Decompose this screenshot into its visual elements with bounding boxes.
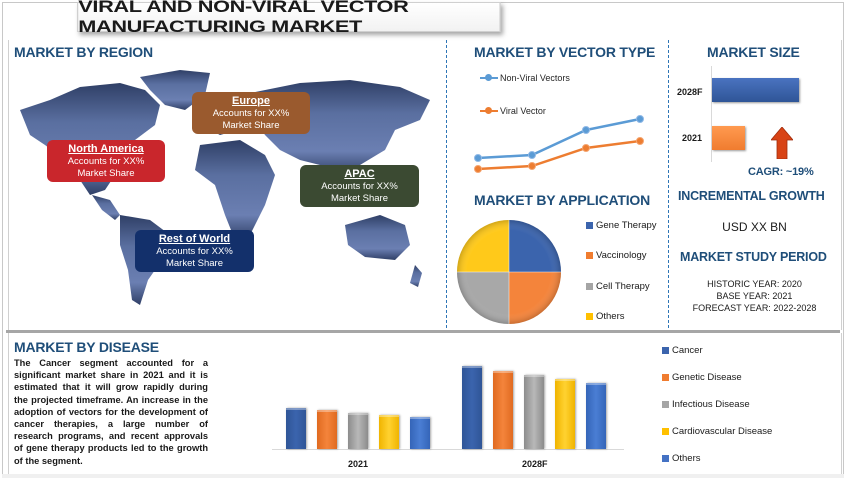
legend-swatch-icon <box>662 427 669 435</box>
region-share-line1: Accounts for XX% <box>67 156 145 167</box>
legend-label: Non-Viral Vectors <box>500 73 570 83</box>
application-legend: Gene Therapy Vaccinology Cell Therapy Ot… <box>586 220 657 342</box>
vector-type-line-chart <box>474 115 644 173</box>
right-border-bottom <box>841 333 842 475</box>
legend-item-cell-therapy: Cell Therapy <box>586 280 657 292</box>
region-share-line2: Market Share <box>77 168 135 179</box>
legend-item-others: Others <box>586 311 657 322</box>
category-label-2028f: 2028F <box>522 459 548 469</box>
region-box-north-america: North America Accounts for XX% Market Sh… <box>47 140 165 182</box>
category-label-2021: 2021 <box>348 459 369 469</box>
right-border <box>841 40 842 330</box>
disease-chart-axis <box>272 449 624 450</box>
historic-year: HISTORIC YEAR: 2020 <box>707 279 802 289</box>
region-share-line1: Accounts for XX% <box>156 246 233 257</box>
legend-item-others: Others <box>662 452 772 464</box>
left-border-bottom <box>8 333 9 475</box>
legend-item-genetic-disease: Genetic Disease <box>662 371 772 383</box>
region-box-europe: Europe Accounts for XX% Market Share <box>192 92 310 134</box>
region-heading: MARKET BY REGION <box>14 44 153 60</box>
region-share-line2: Market Share <box>165 258 224 269</box>
growth-arrow-icon <box>771 127 793 159</box>
market-size-label-2028f: 2028F <box>677 87 703 97</box>
legend-swatch-icon <box>662 454 669 462</box>
legend-swatch-icon <box>662 346 669 354</box>
vector-type-heading: MARKET BY VECTOR TYPE <box>474 44 656 60</box>
market-size-label-2021: 2021 <box>682 133 703 143</box>
bar-2021-cardiovascular <box>379 415 399 449</box>
legend-label: Genetic Disease <box>672 371 742 383</box>
legend-label: Infectious Disease <box>672 398 750 410</box>
bar-2021-infectious <box>348 413 368 449</box>
bar-2028f-infectious <box>524 375 544 449</box>
disease-legend: Cancer Genetic Disease Infectious Diseas… <box>662 344 772 479</box>
region-share-line2: Market Share <box>330 193 389 204</box>
region-box-apac: APAC Accounts for XX% Market Share <box>300 165 419 207</box>
legend-swatch-icon <box>586 282 593 290</box>
study-period-heading: MARKET STUDY PERIOD <box>680 250 827 264</box>
legend-non-viral: Non-Viral Vectors <box>480 73 570 83</box>
base-year: BASE YEAR: 2021 <box>716 291 793 301</box>
legend-item-cardiovascular-disease: Cardiovascular Disease <box>662 425 772 437</box>
bar-2028f-cardiovascular <box>555 379 575 449</box>
legend-line-orange-icon <box>480 107 498 114</box>
bar-2021-cancer <box>286 408 306 449</box>
region-name: Rest of World <box>158 233 231 245</box>
legend-label: Others <box>596 311 625 322</box>
legend-label: Cancer <box>672 344 703 356</box>
legend-swatch-icon <box>662 373 669 381</box>
legend-label: Cell Therapy <box>596 280 650 292</box>
divider-dashed-left <box>446 40 447 328</box>
region-box-rest-of-world: Rest of World Accounts for XX% Market Sh… <box>135 230 254 272</box>
region-share-line2: Market Share <box>222 120 280 131</box>
cagr-value: CAGR: ~19% <box>748 166 814 178</box>
market-size-bar-2021 <box>712 126 745 150</box>
legend-swatch-icon <box>662 400 669 408</box>
forecast-year: FORECAST YEAR: 2022-2028 <box>692 303 817 313</box>
application-pie-chart <box>457 220 561 324</box>
bar-2028f-others <box>586 383 606 449</box>
legend-swatch-icon <box>586 252 593 259</box>
bar-2028f-genetic <box>493 371 513 449</box>
legend-label: Others <box>672 452 701 464</box>
bar-2021-others <box>410 417 430 449</box>
region-name: Europe <box>232 95 270 107</box>
incremental-growth-value: USD XX BN <box>722 220 787 234</box>
disease-heading: MARKET BY DISEASE <box>14 339 159 355</box>
legend-label: Cardiovascular Disease <box>672 425 773 437</box>
incremental-growth-heading: INCREMENTAL GROWTH <box>678 189 825 203</box>
application-heading: MARKET BY APPLICATION <box>474 192 650 208</box>
region-share-line1: Accounts for XX% <box>321 181 398 192</box>
bar-2021-genetic <box>317 410 337 449</box>
section-divider <box>6 330 840 333</box>
page-title: VIRAL AND NON-VIRAL VECTOR MANUFACTURING… <box>77 0 501 36</box>
study-period-details: HISTORIC YEAR: 2020 BASE YEAR: 2021 FORE… <box>668 278 841 314</box>
region-name: APAC <box>344 168 375 180</box>
legend-viral: Viral Vector <box>480 106 546 116</box>
legend-item-infectious-disease: Infectious Disease <box>662 398 772 410</box>
legend-line-blue-icon <box>480 74 498 81</box>
divider-dashed-right <box>668 40 669 328</box>
disease-description: The Cancer segment accounted for a signi… <box>14 358 208 466</box>
market-size-bar-2028f <box>712 78 799 102</box>
market-size-axis <box>711 66 712 162</box>
legend-label: Vaccinology <box>596 250 647 261</box>
legend-swatch-icon <box>586 313 593 320</box>
legend-swatch-icon <box>586 221 593 229</box>
legend-item-vaccinology: Vaccinology <box>586 250 657 261</box>
bar-2028f-cancer <box>462 366 482 449</box>
legend-label: Gene Therapy <box>596 219 657 231</box>
legend-label: Viral Vector <box>500 106 546 116</box>
market-size-heading: MARKET SIZE <box>707 44 800 60</box>
legend-item-cancer: Cancer <box>662 344 772 356</box>
legend-item-gene-therapy: Gene Therapy <box>586 219 657 231</box>
region-name: North America <box>68 143 144 155</box>
bottom-border <box>2 474 844 478</box>
region-share-line1: Accounts for XX% <box>212 108 290 119</box>
left-border <box>8 40 9 330</box>
